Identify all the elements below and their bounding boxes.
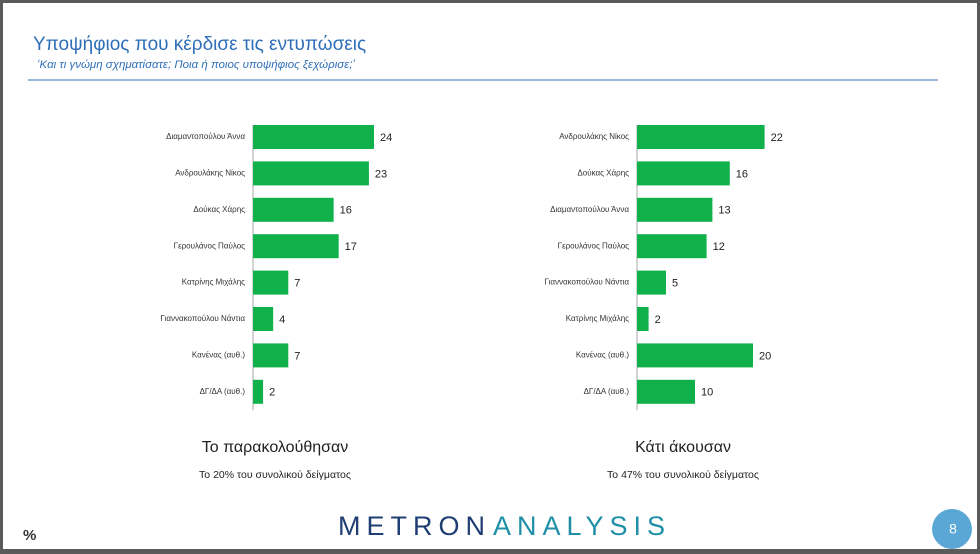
page-number: 8 — [949, 521, 957, 537]
bar — [253, 379, 264, 404]
logo-left: METRON — [338, 511, 491, 541]
category-label: Γιαννακοπούλου Νάντια — [161, 314, 246, 323]
category-label: Διαμαντοπούλου Άννα — [550, 205, 629, 214]
chart: Υποψήφιος που κέρδισε τις εντυπώσεις ‘Κα… — [23, 34, 972, 549]
page-badge — [932, 509, 972, 549]
title: Υποψήφιος που κέρδισε τις εντυπώσεις — [33, 34, 366, 55]
value-label: 5 — [672, 278, 678, 290]
category-label: Γερουλάνος Παύλος — [558, 241, 629, 250]
bar — [253, 161, 369, 186]
category-label: ΔΓ/ΔΑ (αυθ.) — [584, 387, 630, 396]
value-label: 13 — [718, 205, 730, 217]
category-label: Κατρίνης Μιχάλης — [182, 278, 245, 287]
bar — [637, 307, 649, 331]
value-label: 10 — [701, 387, 713, 399]
value-label: 17 — [345, 241, 357, 253]
unit: % — [23, 527, 36, 544]
value-label: 24 — [380, 132, 392, 144]
category-label: ΔΓ/ΔΑ (αυθ.) — [200, 387, 246, 396]
logo-right: ANALYSIS — [493, 511, 671, 541]
value-label: 2 — [655, 314, 661, 326]
chart-subtitle: Το 47% του συνολικού δείγματος — [607, 469, 759, 481]
bar — [253, 343, 289, 368]
value-label: 12 — [713, 241, 725, 253]
category-label: Κανένας (αυθ.) — [192, 351, 245, 360]
chart-subtitle: Το 20% του συνολικού δείγματος — [199, 469, 351, 481]
category-label: Γερουλάνος Παύλος — [174, 241, 245, 250]
category-label: Διαμαντοπούλου Άννα — [166, 132, 245, 141]
bar — [637, 379, 695, 404]
value-label: 7 — [294, 350, 300, 362]
bar — [637, 161, 730, 186]
bar — [637, 234, 707, 259]
category-label: Κανένας (αυθ.) — [576, 351, 629, 360]
bar — [637, 125, 765, 149]
bar — [637, 270, 666, 295]
bar — [637, 197, 713, 222]
category-label: Ανδρουλάκης Νίκος — [559, 132, 629, 141]
value-label: 7 — [294, 278, 300, 290]
category-label: Γιαννακοπούλου Νάντια — [545, 278, 630, 287]
value-label: 16 — [340, 205, 352, 217]
value-label: 2 — [269, 387, 275, 399]
value-label: 20 — [759, 350, 771, 362]
category-label: Δούκας Χάρης — [193, 205, 245, 214]
value-label: 16 — [736, 168, 748, 180]
value-label: 4 — [279, 314, 285, 326]
subtitle: ‘Και τι γνώμη σχηματίσατε; Ποια ή ποιος … — [37, 59, 355, 71]
bar — [253, 270, 289, 295]
chart-title: Το παρακολούθησαν — [202, 439, 349, 456]
bar — [253, 125, 374, 149]
value-label: 22 — [771, 132, 783, 144]
category-label: Δούκας Χάρης — [577, 169, 629, 178]
bar — [253, 307, 274, 331]
category-label: Ανδρουλάκης Νίκος — [175, 169, 245, 178]
bar — [253, 234, 339, 259]
category-label: Κατρίνης Μιχάλης — [566, 314, 629, 323]
value-label: 23 — [375, 168, 387, 180]
chart-title: Κάτι άκουσαν — [635, 439, 731, 456]
bar — [637, 343, 753, 368]
bar — [253, 197, 334, 222]
slide: Υποψήφιος που κέρδισε τις εντυπώσεις ‘Κα… — [3, 3, 977, 549]
